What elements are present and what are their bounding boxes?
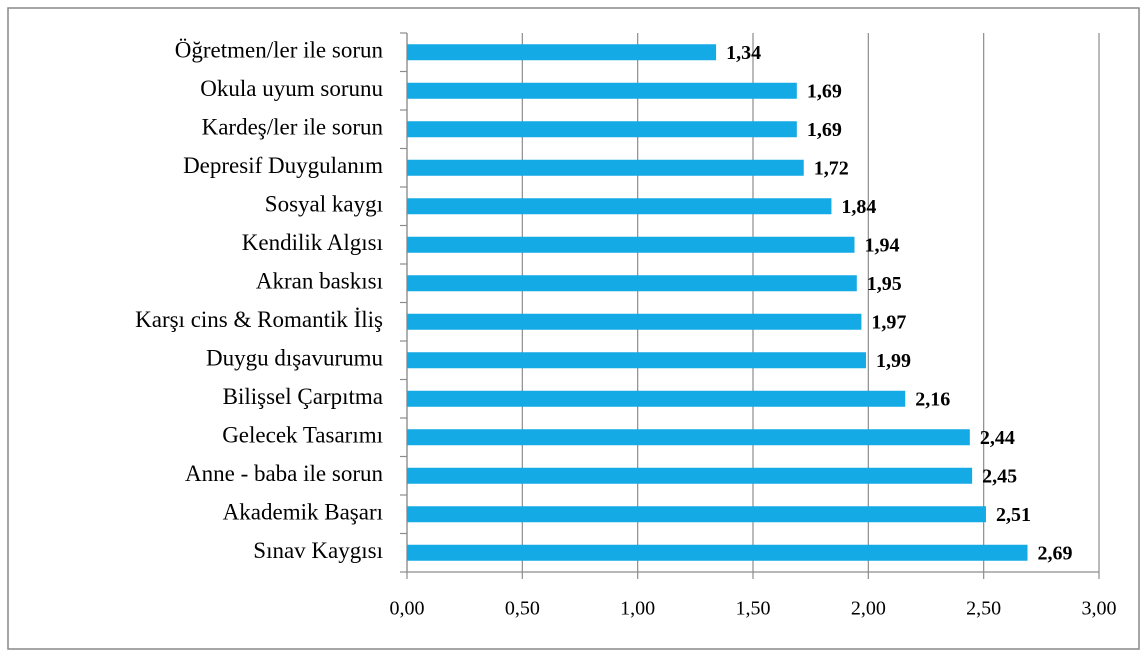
y-tick-label: Karşı cins & Romantik İliş bbox=[135, 307, 383, 332]
y-tick-label: Sosyal kaygı bbox=[265, 192, 383, 217]
value-label: 1,84 bbox=[841, 196, 876, 218]
y-tick-label: Akran baskısı bbox=[256, 269, 383, 294]
x-tick-label: 2,50 bbox=[966, 598, 1001, 620]
y-tick-label: Öğretmen/ler ile sorun bbox=[175, 38, 384, 63]
x-tick-label: 1,50 bbox=[736, 598, 771, 620]
bar bbox=[407, 44, 717, 61]
bar bbox=[407, 121, 797, 138]
y-tick-label: Akademik Başarı bbox=[223, 500, 383, 525]
x-tick-label: 0,00 bbox=[390, 598, 425, 620]
value-label: 1,99 bbox=[876, 350, 911, 372]
y-tick-label: Kardeş/ler ile sorun bbox=[202, 115, 384, 140]
bar bbox=[407, 159, 804, 176]
value-label: 1,34 bbox=[726, 42, 761, 64]
bar bbox=[407, 544, 1028, 561]
bar bbox=[407, 506, 986, 523]
value-label: 2,51 bbox=[996, 504, 1031, 526]
bar bbox=[407, 82, 797, 99]
value-label: 2,45 bbox=[982, 465, 1017, 487]
value-label: 1,94 bbox=[864, 234, 899, 256]
value-label: 1,72 bbox=[814, 157, 849, 179]
value-label: 1,69 bbox=[807, 80, 842, 102]
value-label: 1,95 bbox=[867, 273, 902, 295]
y-tick-label: Kendilik Algısı bbox=[242, 230, 383, 255]
x-tick-label: 3,00 bbox=[1082, 598, 1117, 620]
y-tick-label: Depresif Duygulanım bbox=[183, 153, 383, 178]
bar bbox=[407, 275, 857, 292]
bar bbox=[407, 198, 832, 215]
y-tick-label: Bilişsel Çarpıtma bbox=[223, 384, 383, 409]
bar bbox=[407, 467, 973, 484]
y-tick-label: Duygu dışavurumu bbox=[206, 346, 383, 371]
value-label: 1,69 bbox=[807, 119, 842, 141]
y-tick-label: Gelecek Tasarımı bbox=[222, 423, 383, 448]
bar bbox=[407, 313, 862, 330]
bar bbox=[407, 429, 970, 446]
y-tick-label: Okula uyum sorunu bbox=[200, 76, 383, 101]
value-label: 1,97 bbox=[871, 311, 906, 333]
value-label: 2,69 bbox=[1037, 542, 1072, 564]
x-tick-label: 0,50 bbox=[505, 598, 540, 620]
value-label: 2,16 bbox=[915, 388, 950, 410]
value-label: 2,44 bbox=[980, 427, 1015, 449]
bar bbox=[407, 390, 906, 407]
x-tick-label: 1,00 bbox=[620, 598, 655, 620]
bar bbox=[407, 236, 855, 253]
y-tick-label: Sınav Kaygısı bbox=[253, 538, 383, 563]
y-tick-label: Anne - baba ile sorun bbox=[185, 461, 383, 486]
x-tick-label: 2,00 bbox=[851, 598, 886, 620]
bar bbox=[407, 352, 867, 369]
